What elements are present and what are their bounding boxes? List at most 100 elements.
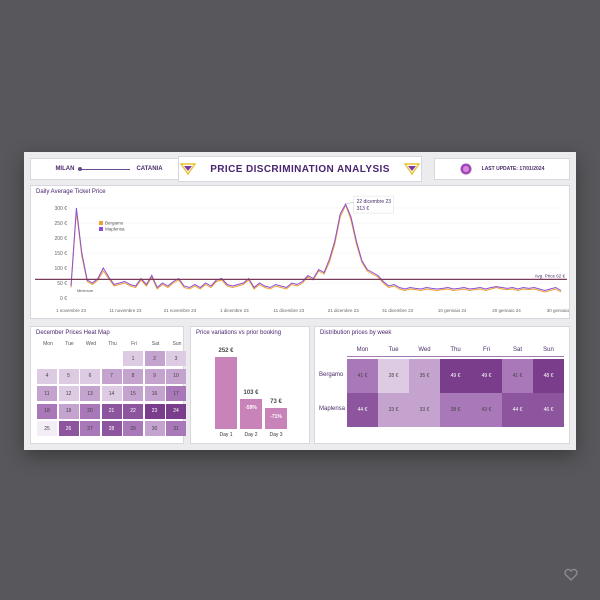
distribution-cell: 33 €	[378, 393, 409, 427]
distribution-cell: 44 €	[502, 393, 533, 427]
heatmap-cell: 1	[123, 351, 143, 366]
x-tick-label: 20 gennaio 24	[492, 308, 521, 313]
heatmap-cell: 8	[123, 368, 143, 384]
x-tick-label: 21 novembre 23	[164, 308, 197, 313]
heatmap-cell: 4	[37, 368, 57, 384]
y-tick-label: 50 €	[57, 281, 67, 287]
x-tick-label: 11 dicembre 23	[273, 308, 304, 313]
distribution-day-header: Fri	[483, 347, 490, 353]
heatmap-cell: 2	[144, 351, 165, 366]
distribution-day-header: Thu	[450, 347, 461, 353]
x-tick-label: 30 gennaio 24	[547, 308, 569, 313]
heatmap-cell: 21	[101, 403, 122, 419]
y-tick-label: 200 €	[54, 236, 67, 242]
heart-icon	[564, 568, 578, 581]
distribution-row-label: Maplensa	[319, 406, 346, 412]
dashboard: MILAN CATANIA PRICE DISCRIMINATION ANALY…	[24, 152, 576, 450]
legend-swatch	[99, 221, 103, 225]
legend-swatch	[99, 227, 103, 231]
distribution-cell: 41 €	[502, 359, 533, 393]
distribution-cell: 49 €	[471, 359, 502, 393]
heatmap-cell: 30	[144, 421, 165, 436]
heatmap-cell: 10	[166, 368, 186, 384]
x-tick-label: 1 dicembre 23	[220, 308, 249, 313]
variation-value: 103 €	[243, 390, 259, 397]
airline-logo-icon	[180, 163, 197, 175]
destination-city: CATANIA	[136, 166, 163, 172]
x-tick-label: 10 gennaio 24	[438, 308, 467, 313]
distribution-cell: 41 €	[347, 359, 378, 393]
minimum-label: Minimum	[77, 288, 94, 293]
x-tick-label: 11 novembre 23	[109, 308, 142, 313]
distribution-day-header: Tue	[388, 347, 399, 353]
variation-bar	[215, 357, 237, 429]
tooltip-value: 313 €	[357, 206, 370, 212]
heatmap-cell: 27	[80, 421, 100, 436]
route-line-icon	[78, 166, 131, 171]
x-tick-label: 31 dicembre 23	[382, 308, 414, 313]
heatmap-cell: 29	[123, 421, 143, 436]
heatmap-title: December Prices Heat Map	[36, 330, 110, 336]
heatmap-cell: 19	[58, 403, 79, 419]
y-tick-label: 0 €	[60, 296, 67, 302]
x-tick-label: 1 novembre 23	[56, 308, 87, 313]
page-title: PRICE DISCRIMINATION ANALYSIS	[210, 163, 390, 175]
heatmap-cell: 18	[37, 403, 57, 419]
distribution-day-header: Sun	[543, 347, 554, 353]
heatmap-day-header: Fri	[131, 341, 137, 347]
variation-pct: -71%	[270, 414, 282, 421]
distribution-title: Distribution prices by week	[320, 330, 392, 336]
y-tick-label: 300 €	[54, 206, 67, 212]
heatmap-day-header: Sun	[172, 341, 182, 347]
update-panel: LAST UPDATE: 17/01/2024	[434, 158, 570, 180]
distribution-cell: 38 €	[440, 393, 471, 427]
variation-bar	[265, 408, 287, 429]
line-chart-title: Daily Average Ticket Price	[36, 189, 106, 195]
distribution-cell: 48 €	[533, 359, 564, 393]
y-tick-label: 100 €	[54, 266, 67, 272]
variation-day: Day 3	[269, 432, 283, 438]
heatmap-cell: 25	[37, 421, 57, 436]
distribution-cell: 33 €	[409, 393, 440, 427]
heatmap-cell: 16	[144, 386, 165, 401]
airline-logo-icon	[403, 163, 420, 175]
tooltip-box	[353, 195, 394, 214]
distribution-cell: 46 €	[533, 393, 564, 427]
origin-city: MILAN	[55, 166, 75, 172]
heatmap-cell: 12	[58, 386, 79, 401]
variation-day: Day 2	[244, 432, 258, 438]
distribution-cell: 28 €	[378, 359, 409, 393]
distribution-cell: 49 €	[440, 359, 471, 393]
tooltip-pointer	[345, 201, 354, 205]
heatmap-cell: 26	[58, 421, 79, 436]
heatmap-cell: 23	[144, 403, 165, 419]
legend-label: Bergamo	[105, 221, 124, 226]
distribution-day-header: Wed	[418, 347, 431, 353]
heatmap-cell: 14	[101, 386, 122, 401]
calendar-icon	[460, 163, 472, 175]
average-label: Avg. Price 62 €	[535, 273, 566, 278]
heatmap-cell: 9	[144, 368, 165, 384]
heatmap-cell: 6	[80, 368, 100, 384]
heatmap-cell: 28	[101, 421, 122, 436]
heatmap-panel: December Prices Heat Map Mon Tue Wed Thu Fri…	[30, 326, 186, 444]
heatmap-cell: 15	[123, 386, 143, 401]
heatmap-day-header: Tue	[65, 341, 74, 347]
series-line-maplensa	[70, 202, 562, 292]
heatmap-cell: 24	[166, 403, 186, 419]
legend-label: Maplensa	[105, 227, 125, 232]
line-chart: 300 € 250 € 200 € 150 € 100 € 50 € 0 € Avg. Pri…	[35, 195, 569, 313]
distribution-row-label: Bergamo	[319, 372, 344, 378]
variation-pct: -59%	[245, 405, 257, 412]
heatmap-cell: 17	[166, 386, 186, 401]
route-panel: MILAN CATANIA	[30, 158, 188, 180]
heatmap-cell: 22	[123, 403, 143, 419]
variation-bar	[240, 399, 262, 429]
title-panel: PRICE DISCRIMINATION ANALYSIS	[178, 156, 422, 182]
variations-panel: Price variations vs prior booking 252 € D…	[190, 326, 310, 444]
heatmap-day-header: Sat	[151, 341, 160, 347]
heatmap-cell: 5	[58, 368, 79, 384]
distribution-day-header: Sat	[512, 347, 522, 353]
heatmap-cell: 31	[166, 421, 186, 436]
variation-value: 252 €	[218, 348, 234, 354]
